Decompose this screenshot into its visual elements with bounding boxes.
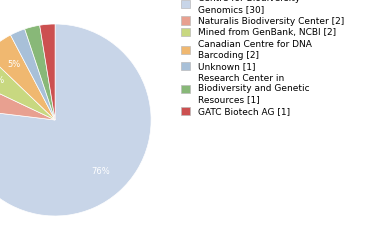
Wedge shape — [25, 25, 55, 120]
Text: 5%: 5% — [7, 60, 20, 69]
Text: 2%: 2% — [0, 239, 1, 240]
Text: 2%: 2% — [0, 239, 1, 240]
Text: 5%: 5% — [0, 76, 5, 85]
Wedge shape — [0, 54, 55, 120]
Wedge shape — [0, 79, 55, 120]
Legend: Centre for Biodiversity
Genomics [30], Naturalis Biodiversity Center [2], Mined : Centre for Biodiversity Genomics [30], N… — [180, 0, 346, 118]
Wedge shape — [0, 24, 151, 216]
Wedge shape — [40, 24, 55, 120]
Text: 2%: 2% — [0, 239, 1, 240]
Wedge shape — [0, 35, 55, 120]
Text: 76%: 76% — [92, 167, 110, 176]
Wedge shape — [11, 29, 55, 120]
